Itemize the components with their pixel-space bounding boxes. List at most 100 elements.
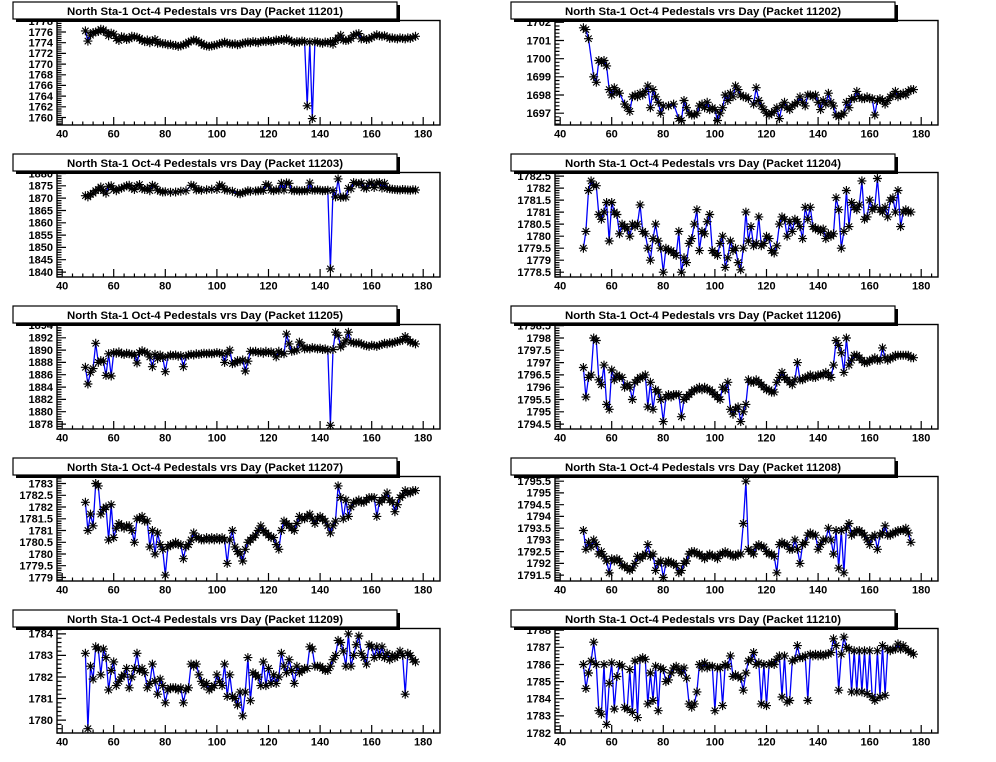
x-tick-label: 160 bbox=[861, 281, 879, 293]
y-tick-label: 1793 bbox=[527, 535, 551, 547]
x-tick-label: 100 bbox=[706, 129, 724, 141]
x-tick-label: 160 bbox=[861, 129, 879, 141]
chart-svg-11204: 40 60 80 100 120 140 160 1801778.517791779.5178… bbox=[510, 153, 939, 293]
x-tick-label: 40 bbox=[554, 585, 566, 597]
x-tick-label: 60 bbox=[108, 433, 120, 445]
chart-title: North Sta-1 Oct-4 Pedestals vrs Day (Pac… bbox=[565, 614, 841, 626]
y-tick-label: 1774 bbox=[29, 38, 54, 50]
y-tick-label: 1779.5 bbox=[517, 243, 551, 255]
chart-panel-11207: 40 60 80 100 120 140 160 180 1779 1779.5 1780 1780.… bbox=[0, 456, 498, 608]
x-tick-label: 120 bbox=[259, 737, 277, 749]
x-tick-label: 60 bbox=[108, 129, 120, 141]
chart-panel-11209: 40 60 80 100 120 140 160 180 1780 1781 1782 1783 178… bbox=[0, 608, 498, 760]
axis-ticks bbox=[555, 173, 933, 278]
x-tick-label: 100 bbox=[706, 585, 724, 597]
x-tick-label: 180 bbox=[912, 281, 930, 293]
x-tick-label: 120 bbox=[757, 433, 775, 445]
x-tick-label: 60 bbox=[108, 585, 120, 597]
title-box bbox=[510, 305, 896, 324]
x-tick-label: 40 bbox=[56, 129, 68, 141]
x-tick-label: 180 bbox=[912, 129, 930, 141]
x-tick-label: 40 bbox=[56, 433, 68, 445]
x-tick-label: 160 bbox=[363, 433, 381, 445]
x-tick-label: 140 bbox=[809, 281, 827, 293]
x-tick-label: 80 bbox=[657, 129, 669, 141]
y-tick-label: 1700 bbox=[527, 54, 551, 66]
data-series-markers bbox=[80, 629, 420, 734]
x-tick-label: 120 bbox=[757, 281, 775, 293]
x-tick-label: 120 bbox=[757, 585, 775, 597]
y-tick-label: 1784 bbox=[29, 629, 54, 641]
y-tick-label: 1780 bbox=[29, 549, 53, 561]
y-tick-label: 1886 bbox=[29, 370, 53, 382]
chart-panel-11203: 40 60 80 100 120 140 160 180 1840 1845 1850 1855 186… bbox=[0, 152, 498, 304]
y-tick-label: 1783 bbox=[29, 650, 53, 662]
data-series-markers bbox=[578, 333, 918, 427]
y-tick-label: 1850 bbox=[29, 242, 53, 254]
y-tick-label: 1782 bbox=[527, 183, 551, 195]
y-tick-label: 1884 bbox=[29, 382, 54, 394]
chart-panel-11202: 40 60 80 100 120 140 160 180 1697 1698 1699 1700 170… bbox=[498, 0, 996, 152]
x-tick-label: 80 bbox=[657, 433, 669, 445]
y-tick-label: 1770 bbox=[29, 59, 53, 71]
chart-title: North Sta-1 Oct-4 Pedestals vrs Day (Pac… bbox=[67, 614, 343, 626]
x-tick-label: 180 bbox=[414, 281, 432, 293]
x-tick-label: 40 bbox=[554, 737, 566, 749]
x-tick-label: 80 bbox=[657, 737, 669, 749]
y-tick-label: 1772 bbox=[29, 48, 53, 60]
chart-title: North Sta-1 Oct-4 Pedestals vrs Day (Pac… bbox=[565, 462, 841, 474]
chart-panel-11210: 40 60 80 100 120 140 160 180 1782 1783 1784 1785 178… bbox=[498, 608, 996, 760]
y-tick-label: 1760 bbox=[29, 112, 53, 124]
y-tick-label: 1797 bbox=[527, 357, 551, 369]
data-series-markers bbox=[578, 632, 918, 729]
y-tick-label: 1791.5 bbox=[517, 570, 551, 582]
x-tick-label: 180 bbox=[414, 585, 432, 597]
title-box bbox=[12, 1, 398, 20]
x-tick-label: 180 bbox=[414, 433, 432, 445]
axis-ticks bbox=[57, 324, 435, 430]
x-tick-label: 140 bbox=[809, 737, 827, 749]
x-tick-label: 160 bbox=[861, 585, 879, 597]
x-tick-label: 40 bbox=[554, 129, 566, 141]
y-tick-label: 1762 bbox=[29, 102, 53, 114]
chart-title: North Sta-1 Oct-4 Pedestals vrs Day (Pac… bbox=[67, 310, 343, 322]
chart-title: North Sta-1 Oct-4 Pedestals vrs Day (Pac… bbox=[67, 462, 343, 474]
x-tick-label: 180 bbox=[912, 585, 930, 597]
chart-panel-11206: 40 60 80 100 120 140 160 180 1794.5 1795 1795.5 179… bbox=[498, 304, 996, 456]
y-tick-label: 1795.5 bbox=[517, 476, 551, 488]
chart-title: North Sta-1 Oct-4 Pedestals vrs Day (Pac… bbox=[565, 6, 841, 18]
x-tick-label: 40 bbox=[554, 433, 566, 445]
y-tick-label: 1792 bbox=[527, 558, 551, 570]
y-tick-label: 1781 bbox=[29, 525, 53, 537]
y-tick-label: 1781 bbox=[527, 207, 551, 219]
chart-svg-11208: 40 60 80 100 120 140 160 1801791.517921792.5179… bbox=[510, 457, 939, 597]
y-tick-label: 1794 bbox=[527, 511, 552, 523]
x-tick-label: 100 bbox=[208, 281, 226, 293]
y-tick-label: 1779.5 bbox=[19, 561, 53, 573]
x-tick-label: 140 bbox=[809, 585, 827, 597]
x-tick-label: 60 bbox=[606, 585, 618, 597]
x-tick-label: 140 bbox=[311, 433, 329, 445]
data-series-markers bbox=[80, 479, 420, 580]
x-tick-label: 100 bbox=[208, 737, 226, 749]
x-tick-label: 120 bbox=[259, 585, 277, 597]
plot-frame bbox=[554, 19, 939, 126]
y-tick-label: 1782 bbox=[527, 728, 551, 740]
y-tick-label: 1768 bbox=[29, 70, 53, 82]
y-tick-label: 1795 bbox=[527, 488, 551, 500]
y-tick-label: 1781.5 bbox=[517, 195, 551, 207]
y-tick-label: 1780 bbox=[29, 715, 53, 727]
chart-title: North Sta-1 Oct-4 Pedestals vrs Day (Pac… bbox=[565, 310, 841, 322]
x-tick-label: 180 bbox=[414, 737, 432, 749]
axis-ticks bbox=[57, 629, 435, 734]
title-box bbox=[12, 305, 398, 324]
x-tick-label: 140 bbox=[809, 129, 827, 141]
chart-svg-11202: 40 60 80 100 120 140 160 180 1697 1698 1699 1700 170… bbox=[510, 1, 939, 141]
x-tick-label: 160 bbox=[363, 129, 381, 141]
title-box bbox=[510, 609, 896, 628]
x-tick-label: 120 bbox=[259, 433, 277, 445]
chart-title: North Sta-1 Oct-4 Pedestals vrs Day (Pac… bbox=[67, 158, 343, 170]
chart-svg-11210: 40 60 80 100 120 140 160 180 1782 1783 1784 1785 178… bbox=[510, 609, 939, 749]
chart-svg-11201: 40 60 80 100 120 140 160 180 1760176217641766176… bbox=[12, 1, 441, 141]
